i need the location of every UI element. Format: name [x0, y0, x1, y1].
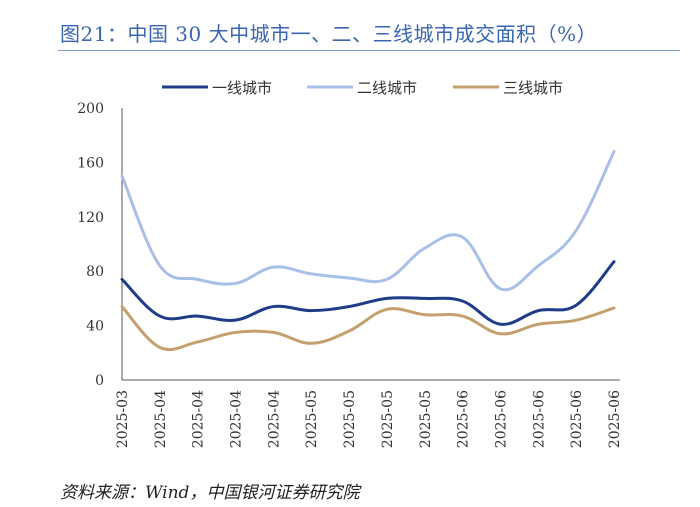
y-tick-label: 40 [86, 319, 104, 335]
x-tick-label: 2025-03 [115, 390, 131, 448]
x-tick-label: 2025-06 [531, 390, 547, 448]
series-line-2 [120, 150, 616, 292]
y-tick-label: 0 [95, 373, 104, 389]
x-tick-label: 2025-05 [380, 390, 396, 448]
legend-label-2: 二线城市 [357, 79, 417, 97]
y-tick-label: 160 [77, 155, 104, 171]
series-line-1 [120, 260, 616, 326]
x-tick-label: 2025-04 [153, 390, 169, 448]
y-tick-label: 120 [77, 210, 104, 226]
x-tick-label: 2025-05 [418, 390, 434, 448]
x-tick-label: 2025-06 [456, 390, 472, 448]
title-underline [58, 50, 680, 51]
y-tick-label: 200 [77, 101, 104, 117]
legend: 一线城市 二线城市 三线城市 [162, 79, 563, 97]
x-tick-label: 2025-06 [493, 390, 509, 448]
x-tick-label: 2025-04 [229, 390, 245, 448]
y-axis: 0 40 80 120 160 200 [77, 101, 123, 389]
x-tick-label: 2025-04 [266, 390, 282, 448]
x-tick-label: 2025-06 [607, 390, 623, 448]
series-line-3 [120, 305, 616, 352]
chart-title: 图21：中国 30 大中城市一、二、三线城市成交面积（%） [60, 22, 598, 46]
y-tick-label: 80 [86, 264, 104, 280]
x-tick-label: 2025-04 [191, 390, 207, 448]
source-note: 资料来源：Wind，中国银河证券研究院 [60, 483, 360, 503]
x-axis: 2025-03 2025-04 2025-04 2025-04 2025-04 2025-… [115, 379, 623, 448]
x-tick-label: 2025-05 [304, 390, 320, 448]
series-lines [120, 150, 616, 352]
x-tick-label: 2025-06 [569, 390, 585, 448]
legend-label-1: 一线城市 [212, 79, 272, 97]
x-tick-label: 2025-05 [342, 390, 358, 448]
legend-label-3: 三线城市 [503, 79, 563, 97]
